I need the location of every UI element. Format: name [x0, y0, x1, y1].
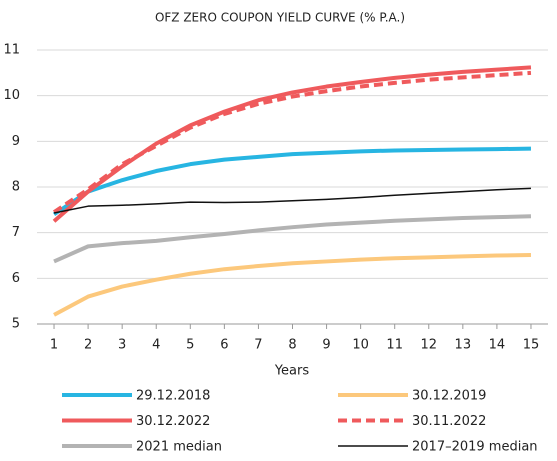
- x-tick-label: 2: [84, 338, 92, 353]
- y-tick-label: 9: [12, 134, 20, 149]
- x-tick-label: 7: [254, 338, 262, 353]
- x-tick-label: 1: [50, 338, 58, 353]
- series-line: [53, 187, 531, 214]
- y-tick-label: 8: [12, 180, 20, 195]
- series-line: [52, 146, 531, 217]
- legend-label: 30.11.2022: [412, 414, 486, 429]
- series-line: [53, 253, 531, 317]
- series-line: [53, 214, 532, 264]
- x-axis-label: Years: [274, 364, 310, 379]
- y-tick-label: 5: [12, 317, 20, 332]
- x-tick-label: 3: [118, 338, 126, 353]
- legend-label: 30.12.2019: [412, 389, 486, 404]
- y-tick-label: 10: [3, 88, 20, 103]
- legend-label: 2017–2019 median: [412, 440, 538, 455]
- x-tick-label: 11: [386, 338, 403, 353]
- x-tick-label: 5: [186, 338, 194, 353]
- x-tick-label: 6: [220, 338, 228, 353]
- x-tick-label: 8: [288, 338, 296, 353]
- x-tick-label: 12: [420, 338, 437, 353]
- y-tick-label: 11: [3, 43, 20, 58]
- legend-label: 29.12.2018: [136, 389, 210, 404]
- x-tick-label: 9: [322, 338, 330, 353]
- x-tick-label: 14: [489, 338, 506, 353]
- legend-label: 30.12.2022: [136, 414, 210, 429]
- chart-title: OFZ ZERO COUPON YIELD CURVE (% P.A.): [155, 11, 405, 25]
- x-tick-label: 10: [352, 338, 369, 353]
- legend-label: 2021 median: [136, 440, 222, 455]
- y-tick-label: 7: [12, 225, 20, 240]
- y-tick-label: 6: [12, 271, 20, 286]
- series-line: [52, 70, 532, 214]
- x-tick-label: 4: [152, 338, 160, 353]
- x-tick-label: 13: [455, 338, 472, 353]
- x-tick-label: 15: [523, 338, 540, 353]
- series-line: [52, 65, 532, 223]
